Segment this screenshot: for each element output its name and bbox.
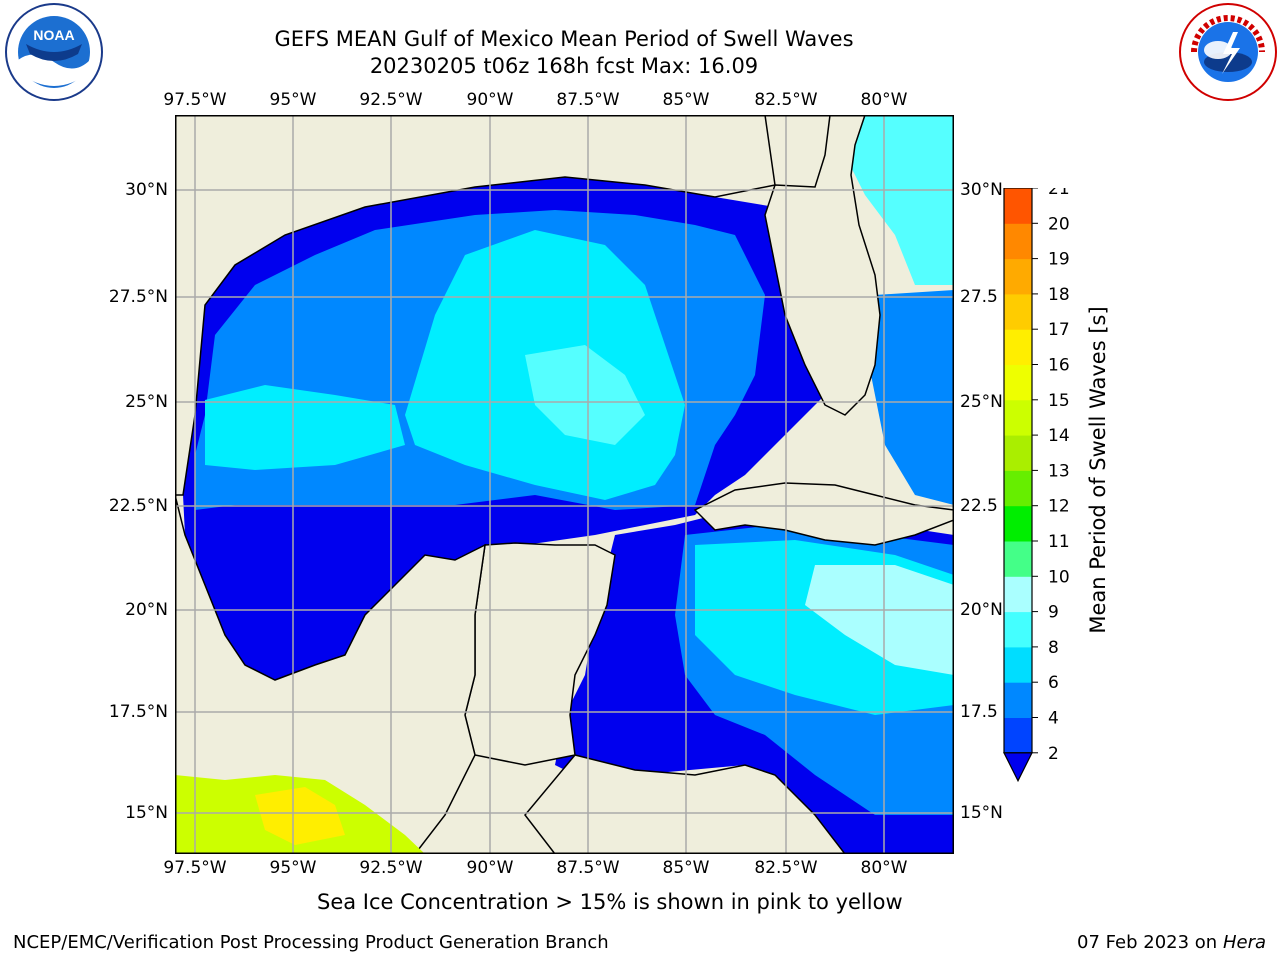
lat-tick-left: 20°N xyxy=(125,600,168,620)
lat-tick-left: 17.5°N xyxy=(108,702,168,722)
swell-period-map xyxy=(175,115,954,854)
colorbar-segment xyxy=(1004,188,1032,224)
lat-tick-right: 27.5 xyxy=(960,287,998,307)
colorbar-tick-label: 15 xyxy=(1048,391,1070,411)
lat-tick-left: 22.5°N xyxy=(108,496,168,516)
colorbar-segment xyxy=(1004,364,1032,401)
colorbar: 2 4 6 8 9 10 11 12 13 14 15 16 17 18 19 20 21 xyxy=(1003,188,1070,783)
lat-tick-left: 30°N xyxy=(125,180,168,200)
colorbar-segment xyxy=(1004,258,1032,295)
colorbar-tick-label: 10 xyxy=(1048,567,1070,587)
colorbar-segment xyxy=(1004,541,1032,577)
colorbar-segment xyxy=(1004,435,1032,471)
lon-tick-top: 97.5°W xyxy=(163,90,227,110)
lon-tick-top: 90°W xyxy=(466,90,514,110)
colorbar-tick-label: 18 xyxy=(1048,285,1070,305)
lon-tick-bottom: 92.5°W xyxy=(359,858,423,878)
colorbar-segment xyxy=(1004,223,1032,260)
colorbar-tick-label: 8 xyxy=(1048,638,1059,658)
gulf-water-cyan-west xyxy=(205,385,405,470)
lon-tick-top: 95°W xyxy=(269,90,317,110)
colorbar-segment xyxy=(1004,329,1032,365)
lon-tick-top: 87.5°W xyxy=(556,90,620,110)
map-frame xyxy=(175,115,954,854)
lat-tick-left: 25°N xyxy=(125,392,168,412)
lon-tick-bottom: 97.5°W xyxy=(163,858,227,878)
colorbar-tick-label: 17 xyxy=(1048,320,1070,340)
lat-tick-right: 15°N xyxy=(960,803,1003,823)
forecast-subtitle: 20230205 t06z 168h fcst Max: 16.09 xyxy=(369,54,759,78)
footer-date-text: 07 Feb 2023 on xyxy=(1077,932,1218,953)
colorbar-segment xyxy=(1004,470,1032,507)
lat-tick-left: 15°N xyxy=(125,803,168,823)
gulf-water-light-cyan xyxy=(525,345,645,445)
lon-tick-bottom: 82.5°W xyxy=(754,858,818,878)
lat-tick-left: 27.5°N xyxy=(108,287,168,307)
lon-tick-top: 82.5°W xyxy=(754,90,818,110)
colorbar-segment xyxy=(1004,505,1032,542)
nws-logo xyxy=(1179,3,1277,101)
colorbar-segment xyxy=(1004,682,1032,718)
footer-date: 07 Feb 2023 on Hera xyxy=(1077,932,1266,953)
lon-tick-bottom: 80°W xyxy=(860,858,908,878)
colorbar-tick-label: 2 xyxy=(1048,744,1059,764)
colorbar-tick-label: 14 xyxy=(1048,426,1070,446)
lat-tick-right: 20°N xyxy=(960,600,1003,620)
atlantic-water-blue xyxy=(865,290,954,505)
colorbar-tick-label: 4 xyxy=(1048,709,1059,729)
footer-branch: NCEP/EMC/Verification Post Processing Pr… xyxy=(13,932,609,953)
lon-tick-bottom: 87.5°W xyxy=(556,858,620,878)
texas-coast-land xyxy=(175,115,776,496)
map-gridlines xyxy=(175,115,954,854)
atlantic-water-cyan xyxy=(835,115,954,285)
lat-tick-right: 25°N xyxy=(960,392,1003,412)
footer-host: Hera xyxy=(1222,932,1266,953)
colorbar-segment xyxy=(1004,646,1032,683)
lon-tick-bottom: 95°W xyxy=(269,858,317,878)
colorbar-extend-min xyxy=(1003,752,1033,783)
colorbar-tick-label: 21 xyxy=(1048,188,1070,199)
lon-tick-top: 80°W xyxy=(860,90,908,110)
map-title: GEFS MEAN Gulf of Mexico Mean Period of … xyxy=(274,27,854,51)
caribbean-water-pale xyxy=(805,565,954,675)
central-america-land xyxy=(524,754,846,854)
colorbar-segment xyxy=(1004,576,1032,613)
colorbar-tick-label: 20 xyxy=(1048,214,1070,234)
lon-tick-bottom: 90°W xyxy=(466,858,514,878)
colorbar-segment xyxy=(1004,611,1032,648)
colorbar-tick-label: 9 xyxy=(1048,603,1059,623)
lon-tick-bottom: 85°W xyxy=(662,858,710,878)
cuba-island xyxy=(693,482,954,546)
colorbar-tick-label: 16 xyxy=(1048,356,1070,376)
lon-tick-top: 85°W xyxy=(662,90,710,110)
colorbar-segment xyxy=(1004,293,1032,330)
colorbar-tick-label: 6 xyxy=(1048,673,1059,693)
colorbar-tick-label: 12 xyxy=(1048,497,1070,517)
svg-text:NOAA: NOAA xyxy=(33,27,74,43)
colorbar-segment xyxy=(1004,717,1032,754)
colorbar-tick-label: 13 xyxy=(1048,461,1070,481)
colorbar-tick-label: 19 xyxy=(1048,250,1070,270)
pacific-ice-core xyxy=(255,787,345,845)
colorbar-segment xyxy=(1004,399,1032,436)
colorbar-tick-label: 11 xyxy=(1048,532,1070,552)
lat-tick-right: 17.5 xyxy=(960,702,998,722)
mexico-southwest-land xyxy=(175,494,486,854)
lon-tick-top: 92.5°W xyxy=(359,90,423,110)
lat-tick-right: 22.5 xyxy=(960,496,998,516)
noaa-logo: NOAA xyxy=(5,3,103,101)
colorbar-label: Mean Period of Swell Waves [s] xyxy=(1086,306,1110,634)
sea-ice-note-text: Sea Ice Concentration > 15% is shown in … xyxy=(317,890,903,914)
lat-tick-right: 30°N xyxy=(960,180,1003,200)
